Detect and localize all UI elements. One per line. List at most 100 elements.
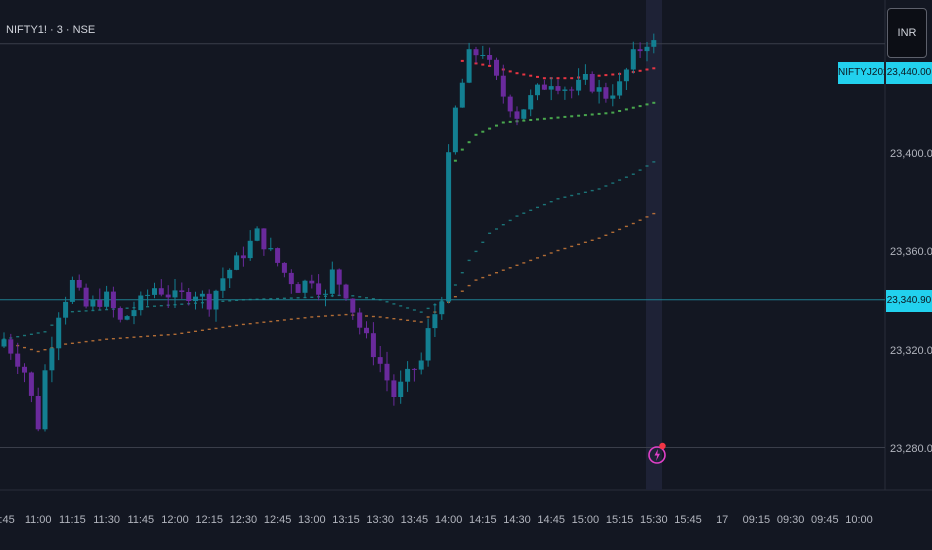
time-axis-tick: 15:15 (605, 514, 634, 526)
indicator-dot-vwap (488, 274, 492, 276)
indicator-dot-band-upper (570, 77, 574, 80)
indicator-dot-vwap (180, 332, 184, 334)
time-axis-tick: 14:00 (434, 514, 463, 526)
candle-body (466, 49, 472, 83)
indicator-dot-vwap (36, 332, 40, 334)
indicator-dot-vwap (618, 179, 622, 181)
candle-body (473, 49, 479, 56)
indicator-dot-vwap (125, 307, 129, 309)
indicator-dot-vwap (344, 313, 348, 316)
indicator-dot-vwap (159, 334, 163, 336)
indicator-dot-vwap (70, 311, 74, 313)
indicator-dot-band-lower (549, 117, 553, 120)
time-axis-tick: 09:45 (811, 514, 839, 526)
price-axis-tick: 23,280.00 (890, 443, 932, 455)
indicator-dot-vwap (392, 303, 396, 305)
candle-body (35, 396, 41, 430)
indicator-dot-vwap (77, 341, 81, 344)
indicator-dot-vwap (638, 219, 642, 221)
indicator-dot-band-lower (495, 124, 498, 127)
indicator-dot-vwap (406, 307, 410, 309)
indicator-dot-vwap (611, 231, 615, 233)
time-axis-tick: 09:15 (742, 514, 771, 526)
indicator-dot-vwap (23, 334, 26, 337)
indicator-dot-vwap (563, 247, 567, 250)
indicator-dot-band-upper (645, 68, 649, 71)
candle-body (76, 280, 82, 288)
indicator-dot-vwap (84, 310, 88, 312)
indicator-dot-vwap (248, 298, 252, 301)
candle-body (391, 380, 397, 397)
indicator-dot-band-lower (529, 119, 533, 121)
candle-body (576, 79, 582, 91)
candle-body (357, 312, 363, 328)
indicator-dot-vwap (262, 298, 266, 300)
indicator-dot-band-upper (563, 77, 567, 80)
price-axis-tick: 23,360.00 (890, 246, 932, 258)
indicator-dot-band-upper (652, 67, 656, 70)
indicator-dot-band-lower (631, 106, 635, 109)
candle-body (22, 366, 27, 373)
time-axis-tick: 13:00 (298, 514, 326, 526)
currency-button[interactable]: INR (887, 8, 927, 58)
indicator-dot-vwap (296, 317, 300, 320)
indicator-dot-vwap (652, 161, 656, 163)
indicator-dot-vwap (590, 189, 594, 192)
indicator-dot-vwap (159, 305, 163, 307)
indicator-dot-vwap (29, 348, 33, 351)
candle-body (213, 290, 219, 310)
indicator-dot-vwap (43, 349, 47, 351)
indicator-dot-band-lower (542, 117, 546, 120)
indicator-dot-vwap (221, 326, 225, 329)
candle-body (295, 284, 301, 293)
candle-body (110, 291, 116, 309)
indicator-dot-band-lower (536, 118, 539, 121)
time-axis-tick: 15:30 (640, 514, 668, 526)
indicator-dot-band-lower (556, 116, 560, 119)
indicator-dot-vwap (399, 318, 403, 321)
indicator-dot-band-lower (611, 111, 615, 114)
indicator-dot-band-upper (515, 72, 519, 75)
indicator-dot-vwap (501, 269, 505, 271)
indicator-dot-vwap (282, 297, 286, 299)
currency-label: INR (897, 27, 917, 39)
indicator-dot-vwap (426, 316, 430, 318)
lightning-alert-icon[interactable] (648, 440, 668, 466)
candle-body (589, 74, 595, 92)
candle-body (302, 280, 308, 293)
candle-body (124, 316, 130, 320)
last-price-label: 23,440.00 (886, 62, 932, 84)
indicator-dot-vwap (187, 331, 191, 333)
time-axis-tick: 12:00 (161, 514, 189, 526)
indicator-dot-band-lower (501, 121, 505, 124)
indicator-dot-vwap (631, 173, 635, 175)
candle-body (8, 339, 14, 354)
indicator-dot-vwap (296, 297, 300, 299)
symbol-title: NIFTY1! · 3 · NSE (6, 24, 96, 36)
candle-body (555, 86, 561, 91)
indicator-dot-vwap (638, 169, 642, 171)
indicator-dot-band-lower (563, 115, 567, 118)
indicator-dot-vwap (549, 201, 553, 203)
candle-body (254, 228, 260, 241)
indicator-dot-band-lower (652, 101, 656, 104)
indicator-dot-vwap (399, 305, 403, 307)
indicator-dot-vwap (419, 311, 423, 313)
indicator-dot-vwap (166, 334, 170, 336)
candle-body (452, 107, 458, 153)
candle-body (145, 294, 151, 296)
indicator-dot-band-lower (453, 159, 457, 162)
indicator-dot-band-upper (529, 74, 533, 77)
indicator-dot-vwap (624, 225, 628, 228)
indicator-dot-band-upper (604, 74, 608, 77)
indicator-dot-vwap (132, 336, 136, 338)
indicator-dot-vwap (98, 309, 102, 311)
indicator-dot-band-upper (542, 77, 546, 80)
indicator-dot-vwap (330, 314, 334, 317)
candle-body (446, 152, 452, 302)
candle-body (528, 95, 534, 110)
candle-body (623, 69, 629, 82)
indicator-dot-vwap (235, 324, 239, 327)
candle-body (268, 248, 274, 250)
